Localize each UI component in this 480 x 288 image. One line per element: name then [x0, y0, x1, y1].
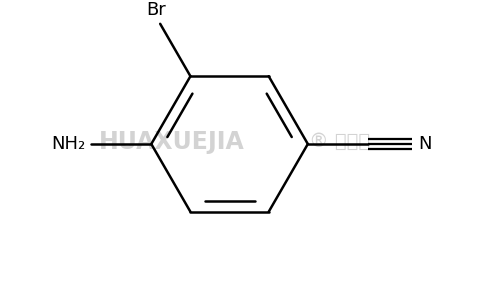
Text: HUAXUEJIA: HUAXUEJIA: [99, 130, 245, 154]
Text: Br: Br: [146, 1, 166, 19]
Text: N: N: [419, 135, 432, 153]
Text: ® 化学加: ® 化学加: [309, 132, 370, 151]
Text: NH₂: NH₂: [51, 135, 85, 153]
